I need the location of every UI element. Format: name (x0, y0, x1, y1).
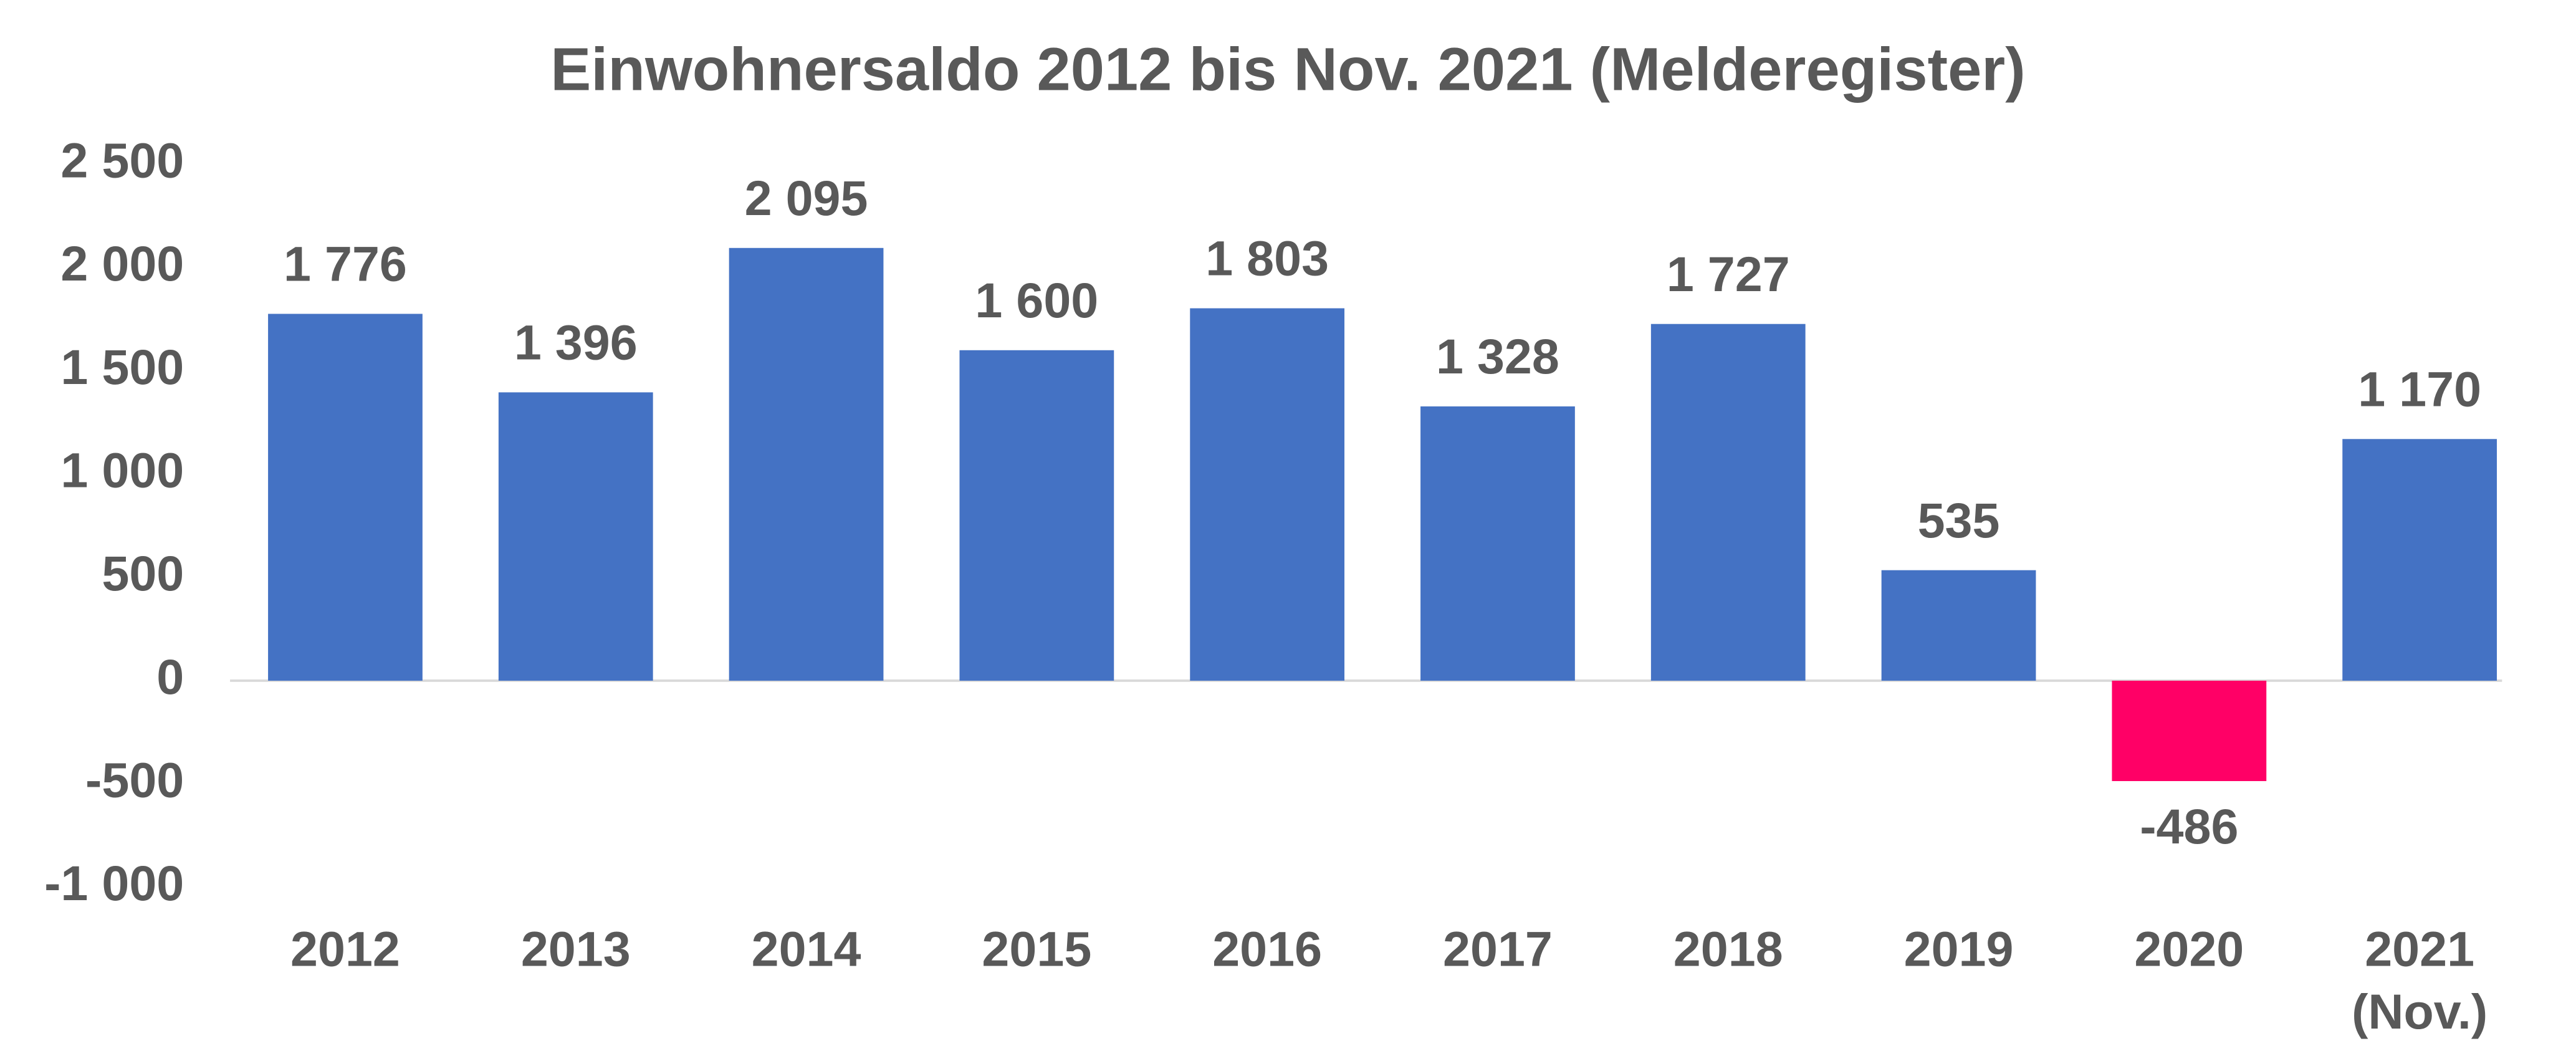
y-tick-label: 2 500 (60, 132, 184, 188)
y-tick-label: 500 (102, 545, 184, 601)
value-label: 1 328 (1436, 329, 1559, 384)
bar (1190, 308, 1345, 681)
value-label: 535 (1918, 492, 2000, 548)
x-tick-label: 2019 (1904, 921, 2014, 977)
value-label: 2 095 (745, 170, 868, 226)
bar (498, 392, 653, 681)
y-tick-label: 1 000 (60, 442, 184, 497)
x-tick-label: 2012 (290, 921, 400, 977)
x-tick-label: 2020 (2134, 921, 2244, 977)
value-label: 1 170 (2358, 361, 2481, 416)
x-tick-label: 2014 (752, 921, 861, 977)
value-label: -486 (2140, 799, 2238, 854)
value-label: 1 803 (1205, 231, 1329, 286)
chart-title: Einwohnersaldo 2012 bis Nov. 2021 (Melde… (550, 35, 2025, 103)
bar (1650, 324, 1806, 681)
value-label: 1 396 (514, 314, 638, 370)
value-label: 1 600 (975, 272, 1098, 328)
bar (1881, 570, 2036, 681)
x-tick-label: 2021 (Nov.) (2352, 921, 2487, 1039)
x-tick-label: 2015 (982, 921, 1091, 977)
x-tick-label: 2018 (1673, 921, 1783, 977)
bar (729, 247, 884, 681)
bar (1420, 406, 1575, 681)
x-tick-label: 2017 (1443, 921, 1553, 977)
y-tick-label: 0 (156, 649, 184, 704)
x-tick-label: 2016 (1212, 921, 1322, 977)
y-tick-label: -500 (85, 752, 184, 808)
bar (268, 314, 423, 681)
bar (2342, 439, 2497, 681)
y-tick-label: 1 500 (60, 339, 184, 395)
y-tick-label: -1 000 (44, 855, 184, 911)
bar (959, 350, 1114, 681)
bar (2112, 680, 2267, 781)
x-tick-label: 2013 (521, 921, 631, 977)
value-label: 1 727 (1667, 246, 1790, 302)
value-label: 1 776 (284, 236, 407, 292)
y-tick-label: 2 000 (60, 236, 184, 291)
